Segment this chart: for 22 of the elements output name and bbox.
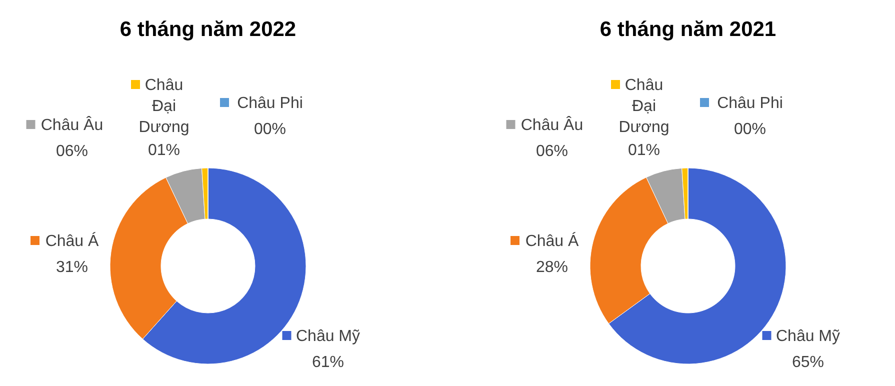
legend-label: Châu Phi — [237, 95, 303, 112]
legend-label: Châu Đại Dương — [618, 77, 670, 136]
data-label: 01% — [628, 142, 660, 159]
text: 00% — [254, 121, 286, 138]
legend-label: Châu Âu — [40, 116, 104, 134]
legend-label: Châu Đại Dương — [138, 77, 190, 136]
legend-label: Châu Âu — [520, 116, 584, 134]
data-label: 06% — [56, 143, 88, 160]
data-label: 01% — [148, 142, 180, 159]
chart-title: 6 tháng năm 2022 — [120, 18, 296, 41]
chart-title: 6 tháng năm 2021 — [600, 18, 776, 41]
data-label: 65% — [792, 354, 824, 371]
data-label: 31% — [56, 259, 88, 276]
data-label: 06% — [536, 143, 568, 160]
legend-label: Châu Phi — [717, 95, 783, 112]
legend-label: Châu Á — [45, 232, 100, 250]
text: 00% — [734, 121, 766, 138]
legend-label: Châu Mỹ — [296, 328, 360, 345]
legend-label: Châu Mỹ — [776, 328, 840, 345]
legend-label: Châu Á — [525, 232, 580, 250]
data-label: 61% — [312, 354, 344, 371]
data-label: 28% — [536, 259, 568, 276]
